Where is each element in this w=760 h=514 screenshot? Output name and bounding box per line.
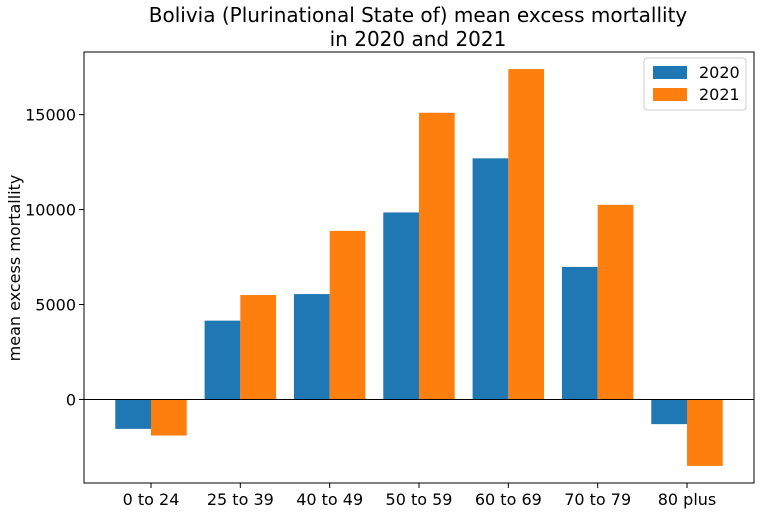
bar-2021-1: [240, 295, 277, 400]
y-tick-label: 10000: [25, 201, 76, 220]
bars-group: [115, 69, 723, 466]
x-tick-label: 70 to 79: [564, 490, 631, 509]
y-tick-label: 5000: [35, 296, 76, 315]
y-tick-label: 0: [66, 390, 76, 409]
bar-2021-5: [597, 204, 634, 400]
legend-label-2020: 2020: [699, 63, 740, 82]
legend-label-2021: 2021: [699, 85, 740, 104]
x-tick-label: 80 plus: [658, 490, 717, 509]
y-axis-label: mean excess mortallity: [5, 175, 24, 362]
y-tick-label: 15000: [25, 106, 76, 125]
y-axis-ticks: 0 5000 10000 15000: [25, 106, 84, 409]
x-tick-label: 40 to 49: [296, 490, 363, 509]
bar-2020-4: [472, 158, 509, 400]
chart-title-line-2: in 2020 and 2021: [330, 27, 507, 51]
x-axis-ticks: 0 to 24 25 to 39 40 to 49 50 to 59 60 to 69 7…: [123, 483, 717, 509]
bar-2020-1: [204, 320, 241, 400]
bar-2020-3: [383, 212, 419, 400]
bar-2021-4: [508, 69, 545, 400]
bar-2020-6: [651, 399, 687, 425]
bar-2021-0: [151, 399, 187, 436]
bar-2021-2: [329, 230, 366, 400]
x-tick-label: 25 to 39: [207, 490, 274, 509]
bar-2021-3: [419, 112, 455, 400]
legend-swatch-2020: [653, 66, 687, 79]
x-tick-label: 50 to 59: [386, 490, 453, 509]
bar-2020-0: [115, 399, 151, 429]
x-tick-label: 60 to 69: [475, 490, 542, 509]
legend-swatch-2021: [653, 88, 687, 101]
bar-2020-2: [293, 294, 330, 400]
x-tick-label: 0 to 24: [123, 490, 180, 509]
chart-title: Bolivia (Plurinational State of) mean ex…: [149, 3, 688, 51]
bar-2020-5: [561, 266, 598, 400]
legend: 2020 2021: [643, 57, 747, 111]
bar-2021-6: [687, 399, 723, 466]
chart-title-line-1: Bolivia (Plurinational State of) mean ex…: [149, 3, 688, 27]
